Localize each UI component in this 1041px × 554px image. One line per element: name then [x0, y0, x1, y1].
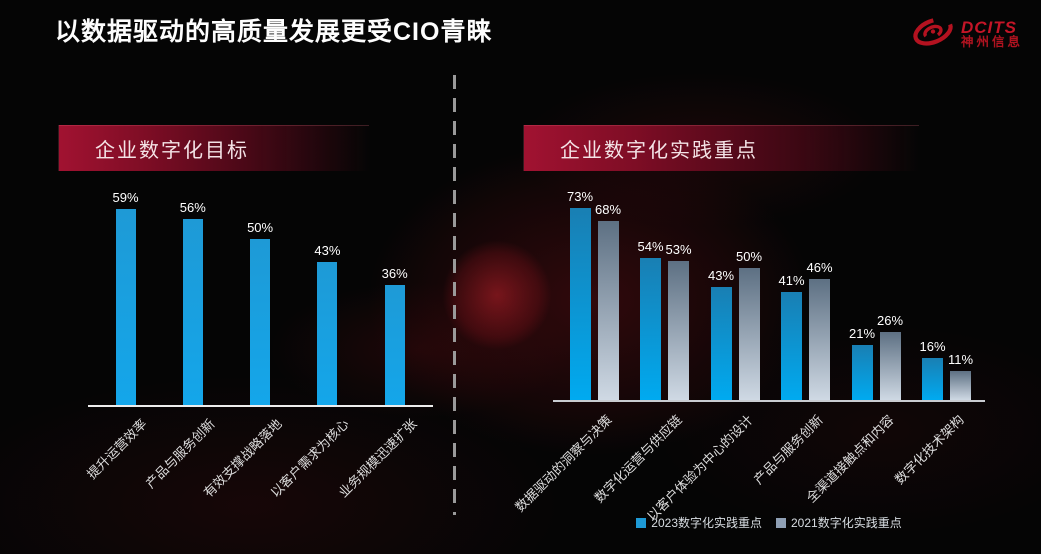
practice-bar-0-4-value: 21% [848, 326, 876, 341]
practice-bar-0-5-value: 16% [919, 339, 946, 354]
legend-label-2021: 2021数字化实践重点 [791, 516, 902, 530]
dashed-divider [453, 75, 456, 515]
legend-item-2023: 2023数字化实践重点 [636, 514, 762, 531]
practice-bar-1-5-value: 11% [947, 352, 974, 367]
practice-bar-1-1 [668, 261, 689, 400]
legend-item-2021: 2021数字化实践重点 [776, 514, 902, 531]
left-section-title: 企业数字化目标 [95, 140, 249, 162]
practice-bar-1-2 [738, 268, 760, 400]
practice-bar-0-1-value: 54% [637, 239, 664, 254]
practice-bar-0-5 [922, 358, 943, 400]
practice-bar-0-2-value: 43% [707, 268, 735, 283]
practice-bar-0-1 [640, 258, 661, 400]
practice-bar-1-5 [950, 371, 971, 400]
practice-category-5: 数字化技术架构 [892, 412, 968, 488]
practice-bar-1-1-value: 53% [665, 242, 692, 257]
practice-bar-1-4-value: 26% [876, 313, 904, 328]
goal-bar-1-value: 56% [179, 200, 206, 215]
left-chart-axis [88, 405, 433, 407]
legend-swatch-2021 [776, 517, 786, 528]
practice-bar-1-4 [879, 332, 901, 400]
practice-bar-0-3 [781, 292, 802, 400]
practice-bar-1-3-value: 46% [806, 260, 833, 275]
practice-bar-1-3 [809, 279, 830, 400]
right-section-banner: 企业数字化实践重点 [523, 125, 919, 171]
dcits-swirl-icon [911, 13, 955, 55]
goal-bar-2 [250, 239, 271, 405]
practice-bar-1-0-value: 68% [594, 202, 622, 217]
goal-bar-0-value: 59% [112, 190, 139, 205]
legend-swatch-2023 [636, 517, 647, 528]
goal-bar-2-value: 50% [247, 220, 274, 235]
right-section-title: 企业数字化实践重点 [560, 140, 758, 162]
page-title: 以数据驱动的高质量发展更受CIO青睐 [55, 18, 493, 46]
goal-bar-4 [384, 285, 405, 405]
practice-bar-0-3-value: 41% [778, 273, 805, 288]
legend-label-2023: 2023数字化实践重点 [651, 516, 762, 530]
practice-bar-0-2 [710, 287, 732, 400]
practice-bar-0-4 [851, 345, 873, 400]
company-logo: DCITS 神州信息 [911, 13, 1023, 55]
goal-category-0: 提升运营效率 [84, 416, 151, 482]
practice-bar-0-0-value: 73% [566, 189, 594, 204]
logo-name: DCITS [960, 17, 1017, 37]
chart-legend: 2023数字化实践重点 2021数字化实践重点 [553, 514, 985, 531]
practice-bar-1-2-value: 50% [735, 249, 763, 264]
practice-category-3: 产品与服务创新 [751, 412, 827, 488]
right-chart-axis [553, 400, 985, 402]
logo-subtitle: 神州信息 [960, 35, 1023, 50]
practice-bar-1-0 [597, 221, 619, 400]
practice-bar-0-0 [569, 208, 591, 400]
left-section-banner: 企业数字化目标 [58, 125, 369, 171]
goal-bar-3-value: 43% [314, 243, 341, 258]
goal-bar-3 [317, 262, 338, 405]
goal-bar-4-value: 36% [381, 266, 408, 281]
goal-bar-1 [182, 219, 203, 405]
goal-bar-0 [115, 209, 136, 405]
